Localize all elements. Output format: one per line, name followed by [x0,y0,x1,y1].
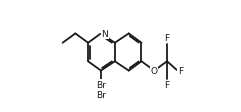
Text: Br: Br [96,80,106,89]
Text: F: F [164,81,170,90]
Text: N: N [101,30,108,39]
Text: F: F [164,34,170,43]
Text: O: O [151,67,158,75]
Text: Br: Br [96,90,106,99]
Text: F: F [178,67,183,75]
